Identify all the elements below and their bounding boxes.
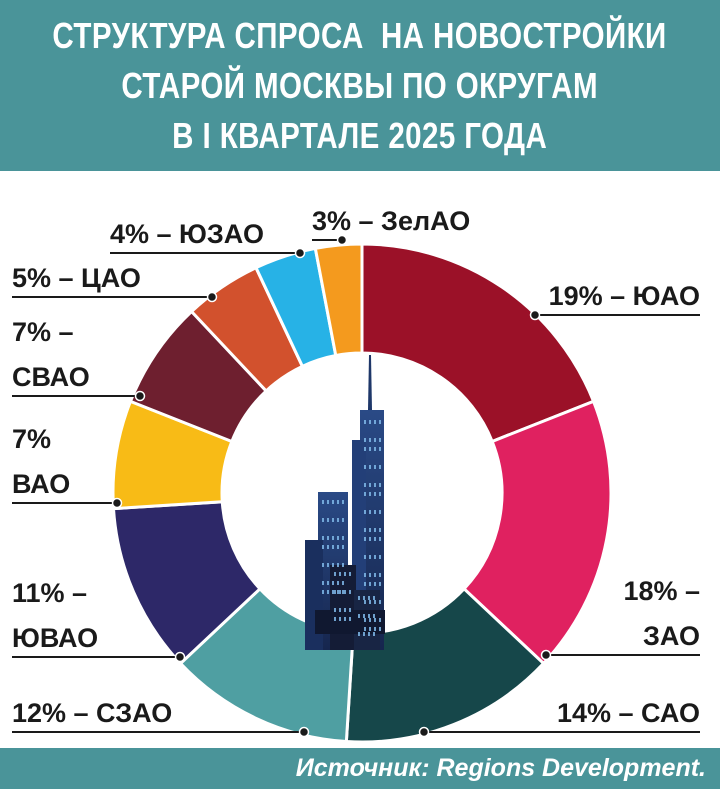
slice-label-6-line-0: 7% – — [12, 317, 74, 347]
chart-title-line-2: СТАРОЙ МОСКВЫ ПО ОКРУГАМ — [121, 64, 599, 106]
slice-label-4-line-0: 11% – — [12, 578, 87, 608]
leader-dot-3 — [298, 726, 310, 738]
slice-label-9-line-0: 3% – ЗелАО — [312, 206, 470, 236]
slice-label-0-line-0: 19% – ЮАО — [549, 281, 700, 311]
leader-dot-9 — [336, 234, 348, 246]
slice-label-6-line-1: СВАО — [12, 362, 90, 392]
slice-label-7-line-0: 5% – ЦАО — [12, 263, 141, 293]
slice-label-8-line-0: 4% – ЮЗАО — [110, 219, 264, 249]
leader-dot-7 — [206, 291, 218, 303]
chart-labels: 19% – ЮАО 18% – ЗАО 14% – САО 12% – СЗАО 11% … — [12, 206, 700, 738]
slice-label-4-line-1: ЮВАО — [12, 623, 98, 653]
leader-dot-8 — [294, 247, 306, 259]
slice-9 — [313, 242, 364, 358]
leader-dot-4 — [174, 651, 186, 663]
slice-label-2-line-0: 14% – САО — [557, 698, 700, 728]
leader-dot-6 — [134, 390, 146, 402]
slice-label-5-line-0: 7% — [12, 424, 51, 454]
leader-dot-0 — [529, 309, 541, 321]
leader-dot-2 — [418, 726, 430, 738]
slice-label-3-line-0: 12% – СЗАО — [12, 698, 172, 728]
leader-dot-1 — [540, 649, 552, 661]
header-banner: СТРУКТУРА СПРОСА НА НОВОСТРОЙКИ СТАРОЙ М… — [0, 0, 720, 171]
chart-title-line-3: В I КВАРТАЛЕ 2025 ГОДА — [172, 114, 548, 156]
skyline-illustration — [305, 355, 385, 650]
source-text: Источник: Regions Development. — [295, 754, 706, 782]
footer-bar: Источник: Regions Development. — [0, 748, 720, 789]
slice-0 — [360, 242, 596, 444]
chart-title-line-1: СТРУКТУРА СПРОСА НА НОВОСТРОЙКИ — [52, 14, 668, 56]
leader-dot-5 — [111, 497, 123, 509]
slice-label-5-line-1: ВАО — [12, 469, 70, 499]
slice-label-1-line-0: 18% – — [623, 576, 700, 606]
slice-label-1-line-1: ЗАО — [643, 621, 700, 651]
